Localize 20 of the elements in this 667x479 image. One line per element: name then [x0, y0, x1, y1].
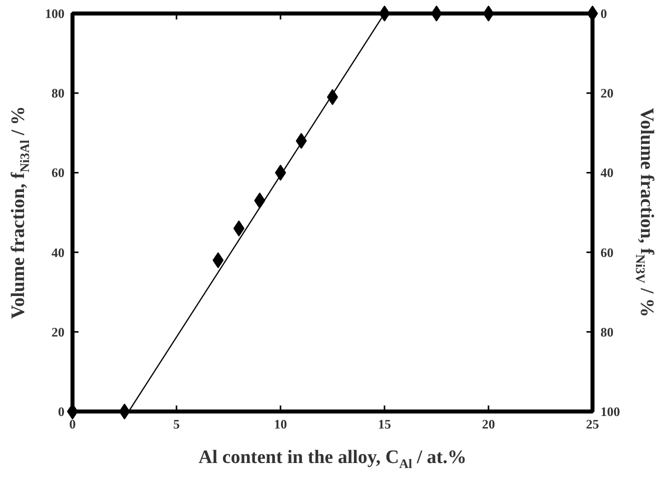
y-tick-label: 0	[58, 404, 64, 419]
y-tick-label: 100	[45, 6, 64, 21]
y-tick-label: 80	[52, 86, 64, 101]
y2-tick-label: 80	[600, 324, 614, 340]
y2-tick-label: 60	[600, 244, 614, 260]
x-tick-label: 20	[482, 416, 495, 432]
x-tick-label: 25	[586, 416, 600, 432]
y2-tick-label: 20	[600, 86, 614, 101]
x-tick-label: 10	[274, 416, 287, 432]
y-tick-label: 40	[52, 244, 64, 260]
y-axis-title: Volume fraction, fNi3Al / %	[8, 106, 32, 319]
y-tick-label: 20	[52, 324, 64, 340]
y-tick-label: 60	[52, 165, 64, 180]
y2-tick-label: 100	[600, 404, 620, 419]
y2-tick-label: 0	[600, 6, 607, 21]
x-tick-label: 5	[173, 416, 180, 432]
x-tick-label: 15	[378, 416, 392, 432]
y2-tick-label: 40	[600, 165, 614, 180]
y2-axis-title: Volume fraction, fNi3V / %	[633, 108, 657, 318]
x-tick-label: 0	[69, 416, 76, 432]
